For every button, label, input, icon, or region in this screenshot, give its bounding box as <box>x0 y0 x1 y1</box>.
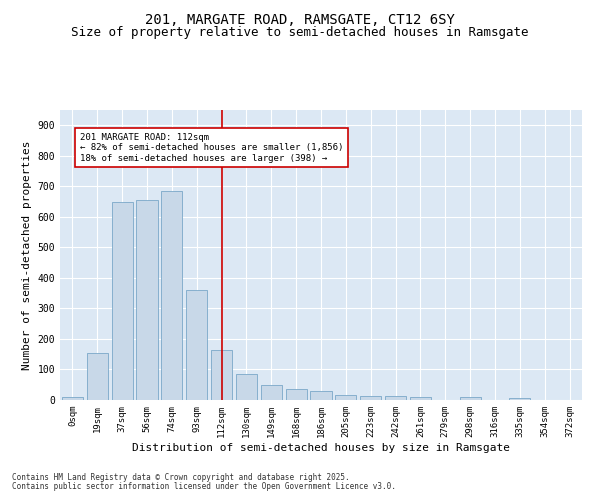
Bar <box>460 397 481 400</box>
Bar <box>62 397 83 400</box>
X-axis label: Distribution of semi-detached houses by size in Ramsgate: Distribution of semi-detached houses by … <box>132 442 510 452</box>
Bar <box>136 200 158 400</box>
Bar <box>87 352 108 400</box>
Text: Size of property relative to semi-detached houses in Ramsgate: Size of property relative to semi-detach… <box>71 26 529 39</box>
Bar <box>211 350 232 400</box>
Bar <box>261 386 282 400</box>
Bar <box>236 374 257 400</box>
Bar <box>112 202 133 400</box>
Text: 201, MARGATE ROAD, RAMSGATE, CT12 6SY: 201, MARGATE ROAD, RAMSGATE, CT12 6SY <box>145 12 455 26</box>
Text: Contains public sector information licensed under the Open Government Licence v3: Contains public sector information licen… <box>12 482 396 491</box>
Y-axis label: Number of semi-detached properties: Number of semi-detached properties <box>22 140 32 370</box>
Bar <box>161 191 182 400</box>
Bar <box>310 392 332 400</box>
Bar <box>360 396 381 400</box>
Bar <box>385 396 406 400</box>
Bar <box>335 396 356 400</box>
Text: 201 MARGATE ROAD: 112sqm
← 82% of semi-detached houses are smaller (1,856)
18% o: 201 MARGATE ROAD: 112sqm ← 82% of semi-d… <box>80 133 343 162</box>
Text: Contains HM Land Registry data © Crown copyright and database right 2025.: Contains HM Land Registry data © Crown c… <box>12 473 350 482</box>
Bar <box>186 290 207 400</box>
Bar <box>410 397 431 400</box>
Bar <box>509 398 530 400</box>
Bar <box>286 390 307 400</box>
